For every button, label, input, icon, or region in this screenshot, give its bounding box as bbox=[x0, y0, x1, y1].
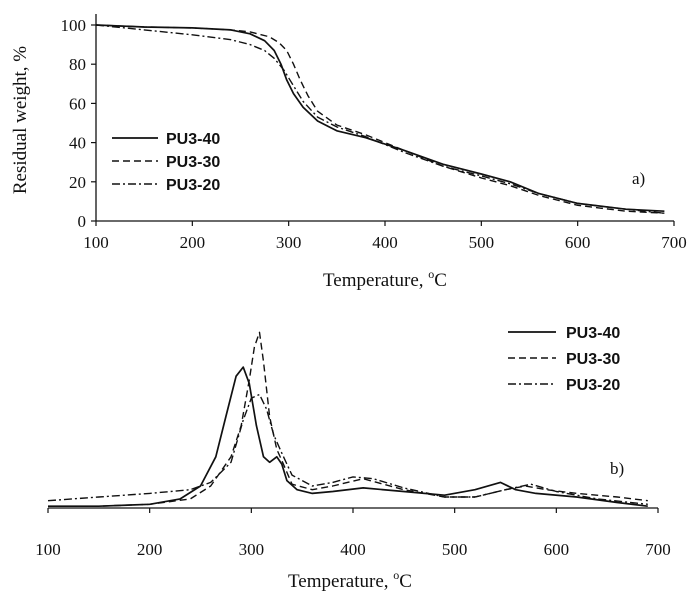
panel-a-legend: PU3-40 PU3-30 PU3-20 bbox=[112, 131, 220, 194]
x-tick-label: 100 bbox=[83, 233, 109, 252]
x-tick-label: 400 bbox=[372, 233, 398, 252]
x-tick-label: 700 bbox=[661, 233, 687, 252]
panel-a-xlabel-main: Temperature, bbox=[323, 270, 428, 291]
panel-a-xlabel: Temperature, oC bbox=[323, 267, 447, 291]
series-line-pu3-40 bbox=[48, 366, 648, 508]
y-tick-label: 0 bbox=[78, 212, 87, 231]
y-tick-label: 60 bbox=[69, 94, 86, 113]
panel-a-series-group bbox=[95, 24, 665, 214]
x-tick-label: 200 bbox=[137, 540, 163, 559]
series-line-pu3-30 bbox=[95, 24, 665, 214]
legend-label: PU3-30 bbox=[566, 351, 620, 368]
panel-b-xlabel-unit: C bbox=[399, 571, 412, 592]
panel-a-xlabel-sup: o bbox=[428, 267, 434, 281]
x-tick-label: 700 bbox=[645, 540, 671, 559]
x-tick-label: 500 bbox=[442, 540, 468, 559]
x-tick-label: 600 bbox=[565, 233, 591, 252]
x-tick-label: 300 bbox=[239, 540, 265, 559]
panel-b-xlabel-sup: o bbox=[393, 568, 399, 582]
panel-b-derivative-chart: 100 200 300 400 500 600 700 Temperature, oC b)… bbox=[35, 325, 671, 592]
y-tick-label: 100 bbox=[61, 16, 87, 35]
panel-b-label: b) bbox=[610, 459, 624, 478]
x-tick-label: 400 bbox=[340, 540, 366, 559]
x-tick-label: 200 bbox=[180, 233, 206, 252]
legend-label: PU3-20 bbox=[566, 377, 620, 394]
series-line-pu3-20 bbox=[47, 393, 648, 505]
panel-b-legend: PU3-40 PU3-30 PU3-20 bbox=[508, 325, 620, 394]
panel-a-label: a) bbox=[632, 169, 645, 188]
x-tick-label: 300 bbox=[276, 233, 302, 252]
panel-b-xlabel-main: Temperature, bbox=[288, 571, 393, 592]
y-tick-label: 20 bbox=[69, 173, 86, 192]
panel-a-xlabel-unit: C bbox=[434, 270, 447, 291]
legend-label: PU3-20 bbox=[166, 177, 220, 194]
panel-b-tick-labels: 100 200 300 400 500 600 700 bbox=[35, 508, 671, 559]
series-line-pu3-40 bbox=[95, 24, 665, 213]
legend-label: PU3-40 bbox=[166, 131, 220, 148]
x-tick-label: 600 bbox=[544, 540, 570, 559]
panel-a-weight-loss-chart: 100 200 300 400 500 600 700 0 20 40 60 80 100 Residu… bbox=[10, 14, 687, 291]
series-line-pu3-30 bbox=[48, 331, 648, 507]
legend-label: PU3-30 bbox=[166, 154, 220, 171]
x-tick-label: 500 bbox=[469, 233, 495, 252]
y-tick-label: 80 bbox=[69, 55, 86, 74]
panel-a-ylabel: Residual weight, % bbox=[10, 46, 31, 194]
panel-b-series-group bbox=[47, 331, 648, 508]
panel-b-xlabel: Temperature, oC bbox=[288, 568, 412, 592]
series-line-pu3-20 bbox=[95, 24, 665, 214]
panel-a-tick-labels: 100 200 300 400 500 600 700 0 20 40 60 80 100 bbox=[61, 16, 687, 252]
y-tick-label: 40 bbox=[69, 134, 86, 153]
legend-label: PU3-40 bbox=[566, 325, 620, 342]
x-tick-label: 100 bbox=[35, 540, 61, 559]
